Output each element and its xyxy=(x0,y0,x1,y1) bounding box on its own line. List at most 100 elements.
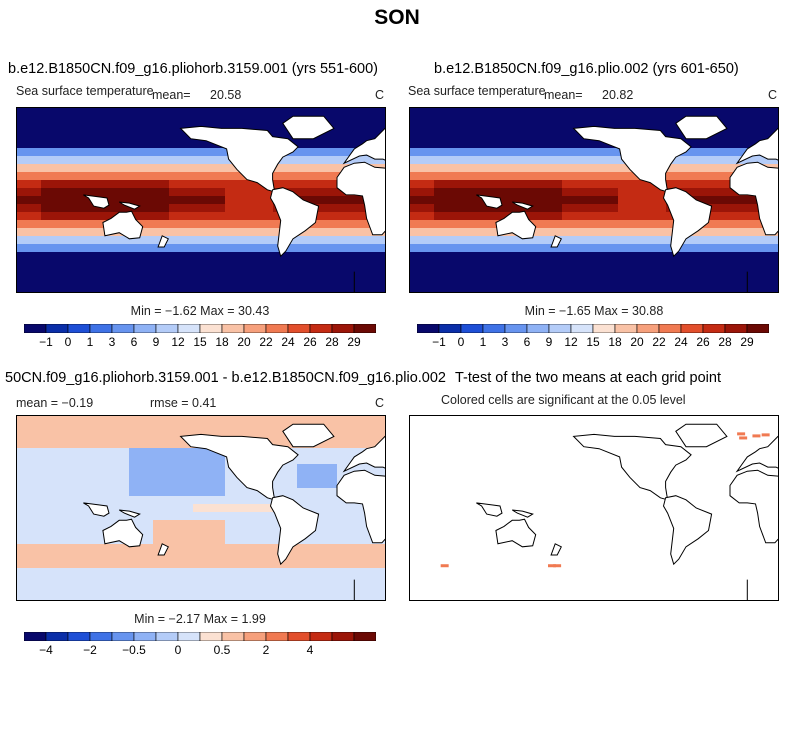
map-cell xyxy=(570,276,579,285)
map-cell xyxy=(530,220,539,229)
map-cell xyxy=(185,560,194,569)
map-cell xyxy=(97,424,106,433)
map-cell xyxy=(313,236,322,245)
map-cell xyxy=(89,236,98,245)
map-cell xyxy=(249,124,258,133)
map-cell xyxy=(522,236,531,245)
map-cell xyxy=(474,148,483,157)
map-cell xyxy=(217,536,226,545)
map-cell xyxy=(714,172,723,181)
map-cell xyxy=(289,544,298,553)
map-cell xyxy=(233,196,242,205)
map-cell xyxy=(434,236,443,245)
map-cell xyxy=(89,220,98,229)
map-cell xyxy=(305,276,314,285)
map-cell xyxy=(161,148,170,157)
map-cell xyxy=(57,416,66,425)
map-cell xyxy=(714,132,723,141)
map-cell xyxy=(185,172,194,181)
map-cell xyxy=(297,464,306,473)
map-cell xyxy=(498,276,507,285)
map-cell xyxy=(458,204,467,213)
map-cell xyxy=(153,544,162,553)
map-cell xyxy=(770,244,778,253)
map-cell xyxy=(650,268,659,277)
map-cell xyxy=(305,164,314,173)
map-cell xyxy=(321,228,330,237)
map-cell xyxy=(97,592,106,600)
map-cell xyxy=(193,520,202,529)
map-cell xyxy=(418,196,427,205)
map-cell xyxy=(546,276,555,285)
map-cell xyxy=(113,552,122,561)
map-cell xyxy=(610,212,619,221)
map-cell xyxy=(610,148,619,157)
colorbar-swatch xyxy=(177,324,201,333)
map-cell xyxy=(634,204,643,213)
map-cell xyxy=(161,132,170,141)
map-cell xyxy=(626,268,635,277)
map-cell xyxy=(321,504,330,513)
map-cell xyxy=(490,252,499,261)
map-cell xyxy=(65,488,74,497)
map-cell xyxy=(161,440,170,449)
map-cell xyxy=(89,480,98,489)
map-cell xyxy=(546,268,555,277)
map-cell xyxy=(233,212,242,221)
map-cell xyxy=(602,284,611,292)
map-cell xyxy=(121,188,130,197)
map-cell xyxy=(185,464,194,473)
map-cell xyxy=(738,140,747,149)
map-cell xyxy=(514,188,523,197)
map-cell xyxy=(57,520,66,529)
map-cell xyxy=(618,108,627,117)
map-cell xyxy=(25,124,34,133)
map-cell xyxy=(562,220,571,229)
map-cell xyxy=(241,188,250,197)
map-cell xyxy=(345,560,354,569)
map-cell xyxy=(177,260,186,269)
map-cell xyxy=(337,276,346,285)
map-cell xyxy=(281,164,290,173)
map-cell xyxy=(754,156,763,165)
map-cell xyxy=(89,276,98,285)
map-cell xyxy=(329,188,338,197)
map-cell xyxy=(81,156,90,165)
map-cell xyxy=(434,228,443,237)
map-cell xyxy=(682,172,691,181)
map-cell xyxy=(530,172,539,181)
map-cell xyxy=(265,568,274,577)
map-cell xyxy=(169,504,178,513)
map-cell xyxy=(193,212,202,221)
map-cell xyxy=(353,284,362,292)
map-cell xyxy=(506,116,515,125)
map-cell xyxy=(313,464,322,473)
land-outline xyxy=(511,201,534,210)
map-cell xyxy=(353,584,362,593)
map-cell xyxy=(522,276,531,285)
map-cell xyxy=(658,116,667,125)
map-cell xyxy=(185,552,194,561)
map-cell xyxy=(474,236,483,245)
map-cell xyxy=(498,236,507,245)
map-cell xyxy=(618,252,627,261)
map-cell xyxy=(185,520,194,529)
map-cell xyxy=(321,480,330,489)
map-cell xyxy=(594,236,603,245)
map-cell xyxy=(225,108,234,117)
map-cell xyxy=(353,504,362,513)
map-cell xyxy=(329,552,338,561)
map-cell xyxy=(73,512,82,521)
map-cell xyxy=(137,424,146,433)
map-cell xyxy=(49,124,58,133)
map-cell xyxy=(201,164,210,173)
map-cell xyxy=(321,464,330,473)
map-cell xyxy=(153,252,162,261)
map-cell xyxy=(474,284,483,292)
map-cell xyxy=(217,164,226,173)
map-cell xyxy=(722,156,731,165)
map-cell xyxy=(722,140,731,149)
map-cell xyxy=(377,568,385,577)
map-cell xyxy=(17,432,26,441)
map-cell xyxy=(105,520,114,529)
